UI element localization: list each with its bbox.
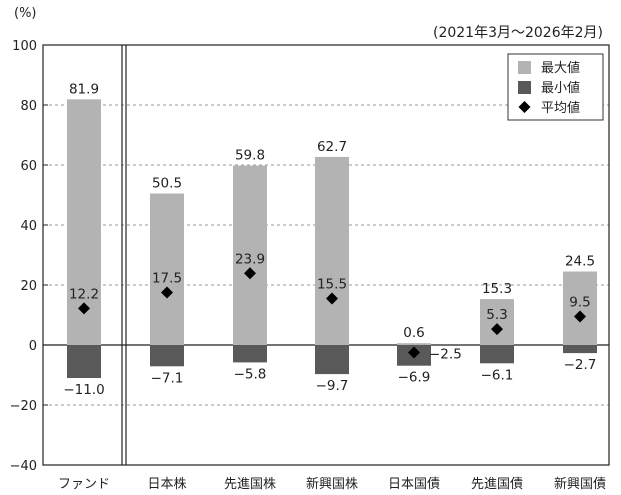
legend-swatch-min <box>518 81 531 94</box>
y-tick-label: −40 <box>10 459 37 474</box>
y-axis-ticks: −40 −20 0 20 40 60 80 100 <box>10 39 48 474</box>
bar-max <box>563 271 597 345</box>
avg-marker <box>574 310 586 323</box>
y-tick-label: 20 <box>20 279 37 294</box>
max-value-label: 81.9 <box>69 81 99 97</box>
category-label: 新興国債 <box>554 476 606 492</box>
bar-min <box>563 345 597 354</box>
avg-value-label: 15.5 <box>317 277 347 293</box>
y-tick-label: 80 <box>20 99 37 114</box>
avg-value-label: −2.5 <box>429 347 462 363</box>
avg-marker <box>408 346 420 359</box>
legend-label-min: 最小値 <box>541 80 580 96</box>
bar-min <box>233 345 267 363</box>
avg-marker <box>78 302 90 315</box>
min-value-label: −7.1 <box>151 370 184 386</box>
bar-min <box>480 345 514 364</box>
bars <box>67 99 597 378</box>
max-value-label: 15.3 <box>482 281 512 297</box>
avg-value-label: 9.5 <box>569 295 590 311</box>
legend-label-max: 最大値 <box>541 60 580 76</box>
y-tick-label: 40 <box>20 219 37 234</box>
bar-min <box>67 345 101 378</box>
avg-value-label: 17.5 <box>152 271 182 287</box>
category-label: ファンド <box>58 477 110 492</box>
period-label: (2021年3月～2026年2月) <box>433 25 603 41</box>
category-labels: ファンド 日本株 先進国株 新興国株 日本国債 先進国債 新興国債 <box>58 476 606 492</box>
max-value-label: 50.5 <box>152 176 182 192</box>
avg-value-label: 12.2 <box>69 286 99 302</box>
bar-max <box>315 156 349 345</box>
legend: 最大値 最小値 平均値 <box>507 53 604 121</box>
max-value-label: 0.6 <box>403 325 424 341</box>
min-value-label: −2.7 <box>564 357 597 373</box>
bar-max <box>150 193 184 345</box>
category-label: 日本株 <box>147 477 186 492</box>
bar-min <box>315 345 349 375</box>
min-value-label: −5.8 <box>234 366 267 382</box>
y-tick-label: −20 <box>10 399 37 414</box>
avg-marker <box>161 286 173 299</box>
min-value-label: −6.9 <box>398 370 431 386</box>
data-labels: 81.9 −11.0 12.2 50.5 −7.1 17.5 59.8 −5.8 23.9 62.… <box>63 81 596 398</box>
max-value-label: 59.8 <box>235 148 265 164</box>
max-value-label: 62.7 <box>317 139 347 155</box>
min-value-label: −11.0 <box>63 382 104 398</box>
category-label: 新興国株 <box>306 476 358 492</box>
y-unit-label: (%) <box>14 6 37 21</box>
bar-max <box>480 299 514 345</box>
min-value-label: −6.1 <box>481 367 514 383</box>
y-tick-label: 0 <box>29 339 37 354</box>
legend-label-avg: 平均値 <box>541 100 580 116</box>
avg-value-label: 23.9 <box>235 251 265 267</box>
category-label: 先進国株 <box>224 477 276 492</box>
bar-max <box>233 165 267 345</box>
avg-marker <box>244 267 256 280</box>
category-label: 先進国債 <box>471 477 523 492</box>
avg-value-label: 5.3 <box>486 307 507 323</box>
bar-max <box>397 343 431 345</box>
y-tick-label: 100 <box>12 39 37 54</box>
plot-frame <box>42 44 610 466</box>
bar-min <box>150 345 184 367</box>
avg-marker <box>491 323 503 336</box>
legend-marker-avg <box>518 101 531 113</box>
legend-swatch-max <box>518 61 531 74</box>
min-value-label: −9.7 <box>316 378 349 394</box>
category-label: 日本国債 <box>388 477 440 492</box>
max-value-label: 24.5 <box>565 254 595 270</box>
y-tick-label: 60 <box>20 159 37 174</box>
avg-marker <box>326 292 338 305</box>
